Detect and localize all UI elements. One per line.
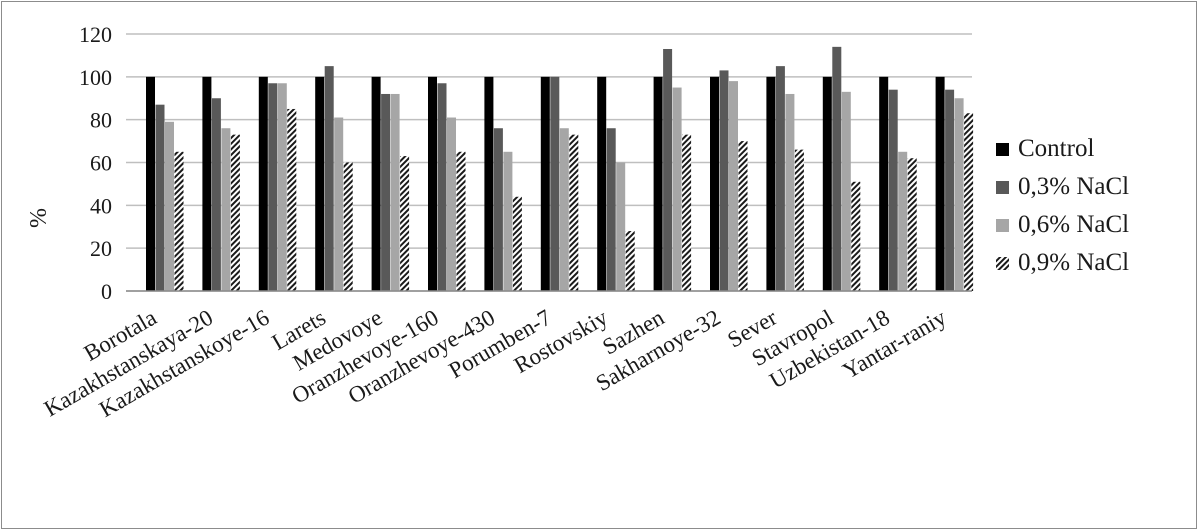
- bar: [794, 149, 804, 291]
- bar: [155, 104, 165, 291]
- bar: [682, 134, 692, 291]
- bar: [729, 81, 738, 291]
- bar: [334, 117, 344, 292]
- bar: [832, 46, 842, 291]
- bar: [606, 128, 616, 291]
- x-axis-labels: BorotalaKazakhstanskaya-20Kazakhstanskoy…: [40, 304, 951, 422]
- bar: [503, 151, 513, 291]
- bar: [174, 151, 184, 291]
- bar: [390, 93, 400, 291]
- bar: [324, 66, 334, 291]
- bar: [371, 76, 381, 291]
- bar: [954, 98, 964, 291]
- bar: [230, 134, 240, 291]
- bar: [907, 158, 917, 291]
- bar: [287, 108, 297, 291]
- legend-swatch: [996, 181, 1009, 194]
- y-tick-label: 20: [90, 236, 112, 261]
- bar: [165, 121, 174, 291]
- bar: [315, 76, 325, 291]
- bar: [964, 113, 974, 291]
- legend-swatch: [996, 143, 1009, 156]
- bar: [484, 76, 494, 291]
- legend-label: 0,9% NaCl: [1018, 249, 1129, 276]
- y-tick-label: 40: [90, 193, 112, 218]
- bar: [851, 181, 861, 291]
- y-tick-label: 100: [79, 65, 112, 90]
- bar: [841, 91, 851, 291]
- bar: [400, 156, 410, 291]
- bar: [381, 93, 391, 291]
- bar: [211, 98, 221, 291]
- legend-label: 0,6% NaCl: [1018, 211, 1129, 238]
- bar: [146, 76, 155, 291]
- bar: [663, 48, 673, 291]
- bar: [719, 70, 729, 292]
- legend-swatch: [996, 257, 1009, 270]
- bar: [935, 76, 945, 291]
- bar: [437, 83, 447, 291]
- bar: [277, 83, 287, 291]
- legend: Control 0,3% NaCl 0,6% NaCl 0,9% NaCl: [996, 135, 1129, 276]
- y-tick-label: 120: [79, 22, 112, 47]
- bar: [672, 87, 682, 292]
- y-tick-label: 60: [90, 151, 112, 176]
- bar: [428, 76, 437, 291]
- bar: [258, 76, 268, 291]
- bar: [822, 76, 832, 291]
- bar: [888, 89, 898, 291]
- bar: [653, 76, 663, 291]
- bar: [569, 134, 579, 291]
- bar: [447, 117, 456, 292]
- bar: [493, 128, 503, 291]
- bar: [879, 76, 889, 291]
- bar: [625, 231, 635, 291]
- bar: [710, 76, 719, 291]
- bar: [343, 162, 353, 291]
- legend-label: Control: [1018, 135, 1094, 162]
- bar: [766, 76, 776, 291]
- bar: [550, 76, 560, 291]
- bar: [775, 66, 785, 291]
- bar: [202, 76, 212, 291]
- bar: [559, 128, 569, 291]
- bar: [945, 89, 955, 291]
- bar: [738, 141, 748, 291]
- legend-label: 0,3% NaCl: [1018, 173, 1129, 200]
- y-axis-title: %: [26, 208, 52, 228]
- legend-swatch: [996, 219, 1009, 232]
- y-axis-ticks: 0 20 40 60 80 100 120: [79, 22, 112, 304]
- bar: [597, 76, 607, 291]
- bar: [221, 128, 231, 291]
- bar: [785, 93, 795, 291]
- bar: [268, 83, 278, 291]
- bars: [146, 46, 974, 292]
- bar: [512, 196, 522, 291]
- y-tick-label: 80: [90, 108, 112, 133]
- bar: [540, 76, 550, 291]
- bar: [898, 151, 908, 291]
- bar: [456, 151, 466, 291]
- bar: [616, 162, 626, 291]
- y-tick-label: 0: [101, 279, 112, 304]
